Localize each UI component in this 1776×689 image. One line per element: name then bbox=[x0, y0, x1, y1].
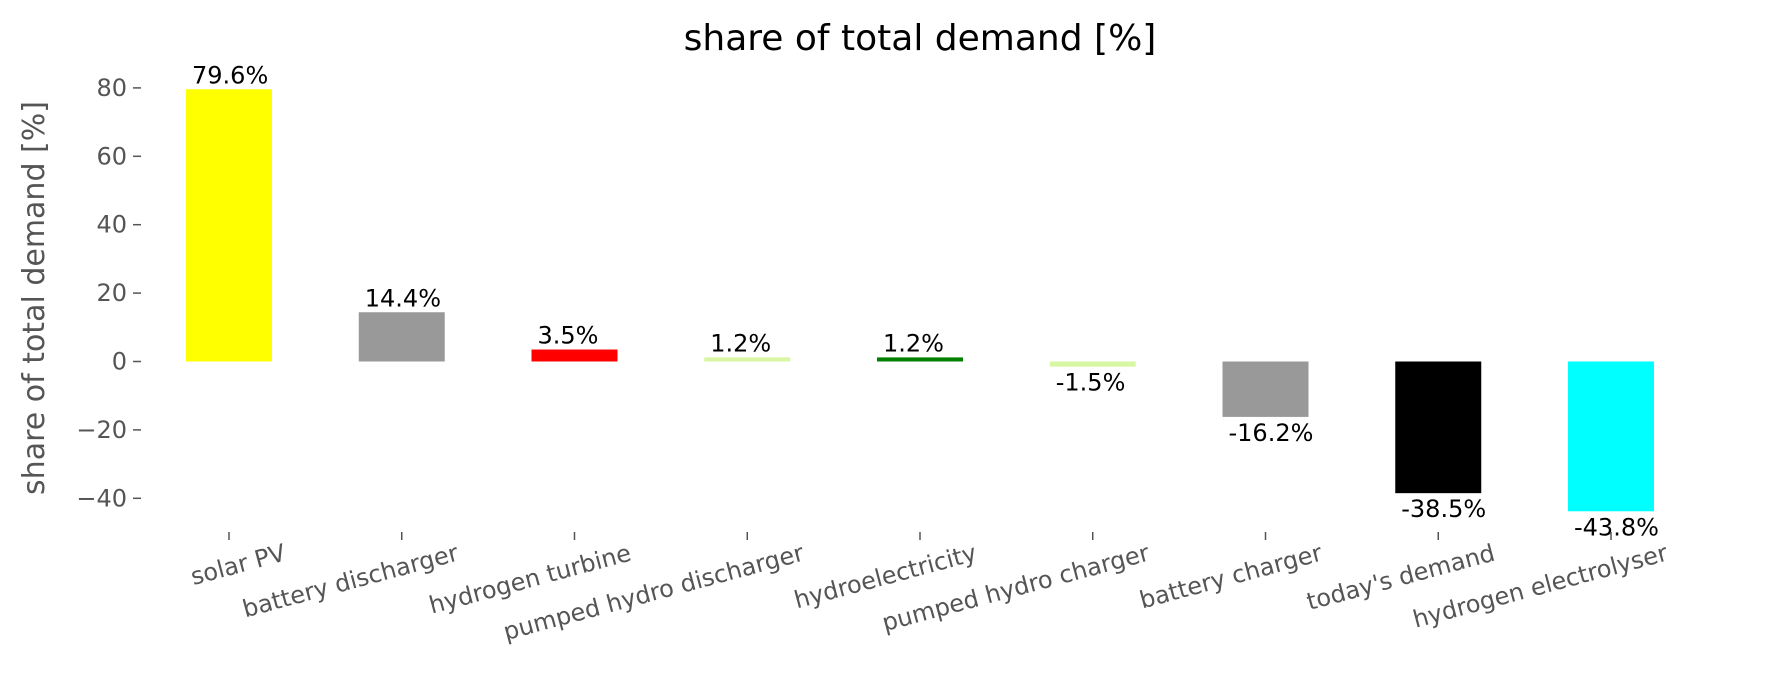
x-tick-label: battery charger bbox=[1137, 539, 1326, 615]
y-tick-label: 0 bbox=[112, 348, 127, 376]
bar bbox=[1395, 361, 1482, 494]
data-label: 14.4% bbox=[365, 284, 441, 312]
bar bbox=[358, 312, 445, 362]
y-tick-label: 20 bbox=[96, 279, 127, 307]
data-label: 1.2% bbox=[710, 329, 771, 357]
x-tick-label: solar PV bbox=[188, 539, 289, 591]
x-tick-label: pumped hydro discharger bbox=[500, 539, 807, 646]
y-tick-label: 40 bbox=[96, 211, 127, 239]
data-label: -43.8% bbox=[1574, 513, 1659, 541]
data-label: 1.2% bbox=[883, 329, 944, 357]
bars bbox=[186, 89, 1654, 512]
chart-title: share of total demand [%] bbox=[684, 18, 1157, 59]
data-label: -1.5% bbox=[1056, 369, 1126, 397]
y-axis-label: share of total demand [%] bbox=[17, 101, 52, 495]
data-label: 3.5% bbox=[538, 322, 599, 350]
y-tick-label: −40 bbox=[76, 484, 127, 512]
data-label: -16.2% bbox=[1229, 419, 1314, 447]
bar bbox=[704, 357, 791, 362]
bar bbox=[186, 89, 272, 362]
data-labels: 79.6% 14.4% 3.5% 1.2% 1.2% -1.5% -16.2% -38.5% -… bbox=[192, 61, 1659, 541]
y-tick-label: −20 bbox=[76, 416, 127, 444]
data-label: 79.6% bbox=[192, 61, 268, 89]
bar bbox=[1049, 361, 1136, 367]
bar bbox=[531, 349, 618, 362]
y-tick-label: 80 bbox=[96, 74, 127, 102]
y-axis: 80 60 40 20 0 −20 −40 bbox=[76, 74, 141, 512]
bar bbox=[1568, 361, 1654, 512]
bar bbox=[1222, 361, 1309, 417]
bar bbox=[877, 357, 963, 362]
data-label: -38.5% bbox=[1401, 495, 1486, 523]
y-tick-label: 60 bbox=[96, 142, 127, 170]
